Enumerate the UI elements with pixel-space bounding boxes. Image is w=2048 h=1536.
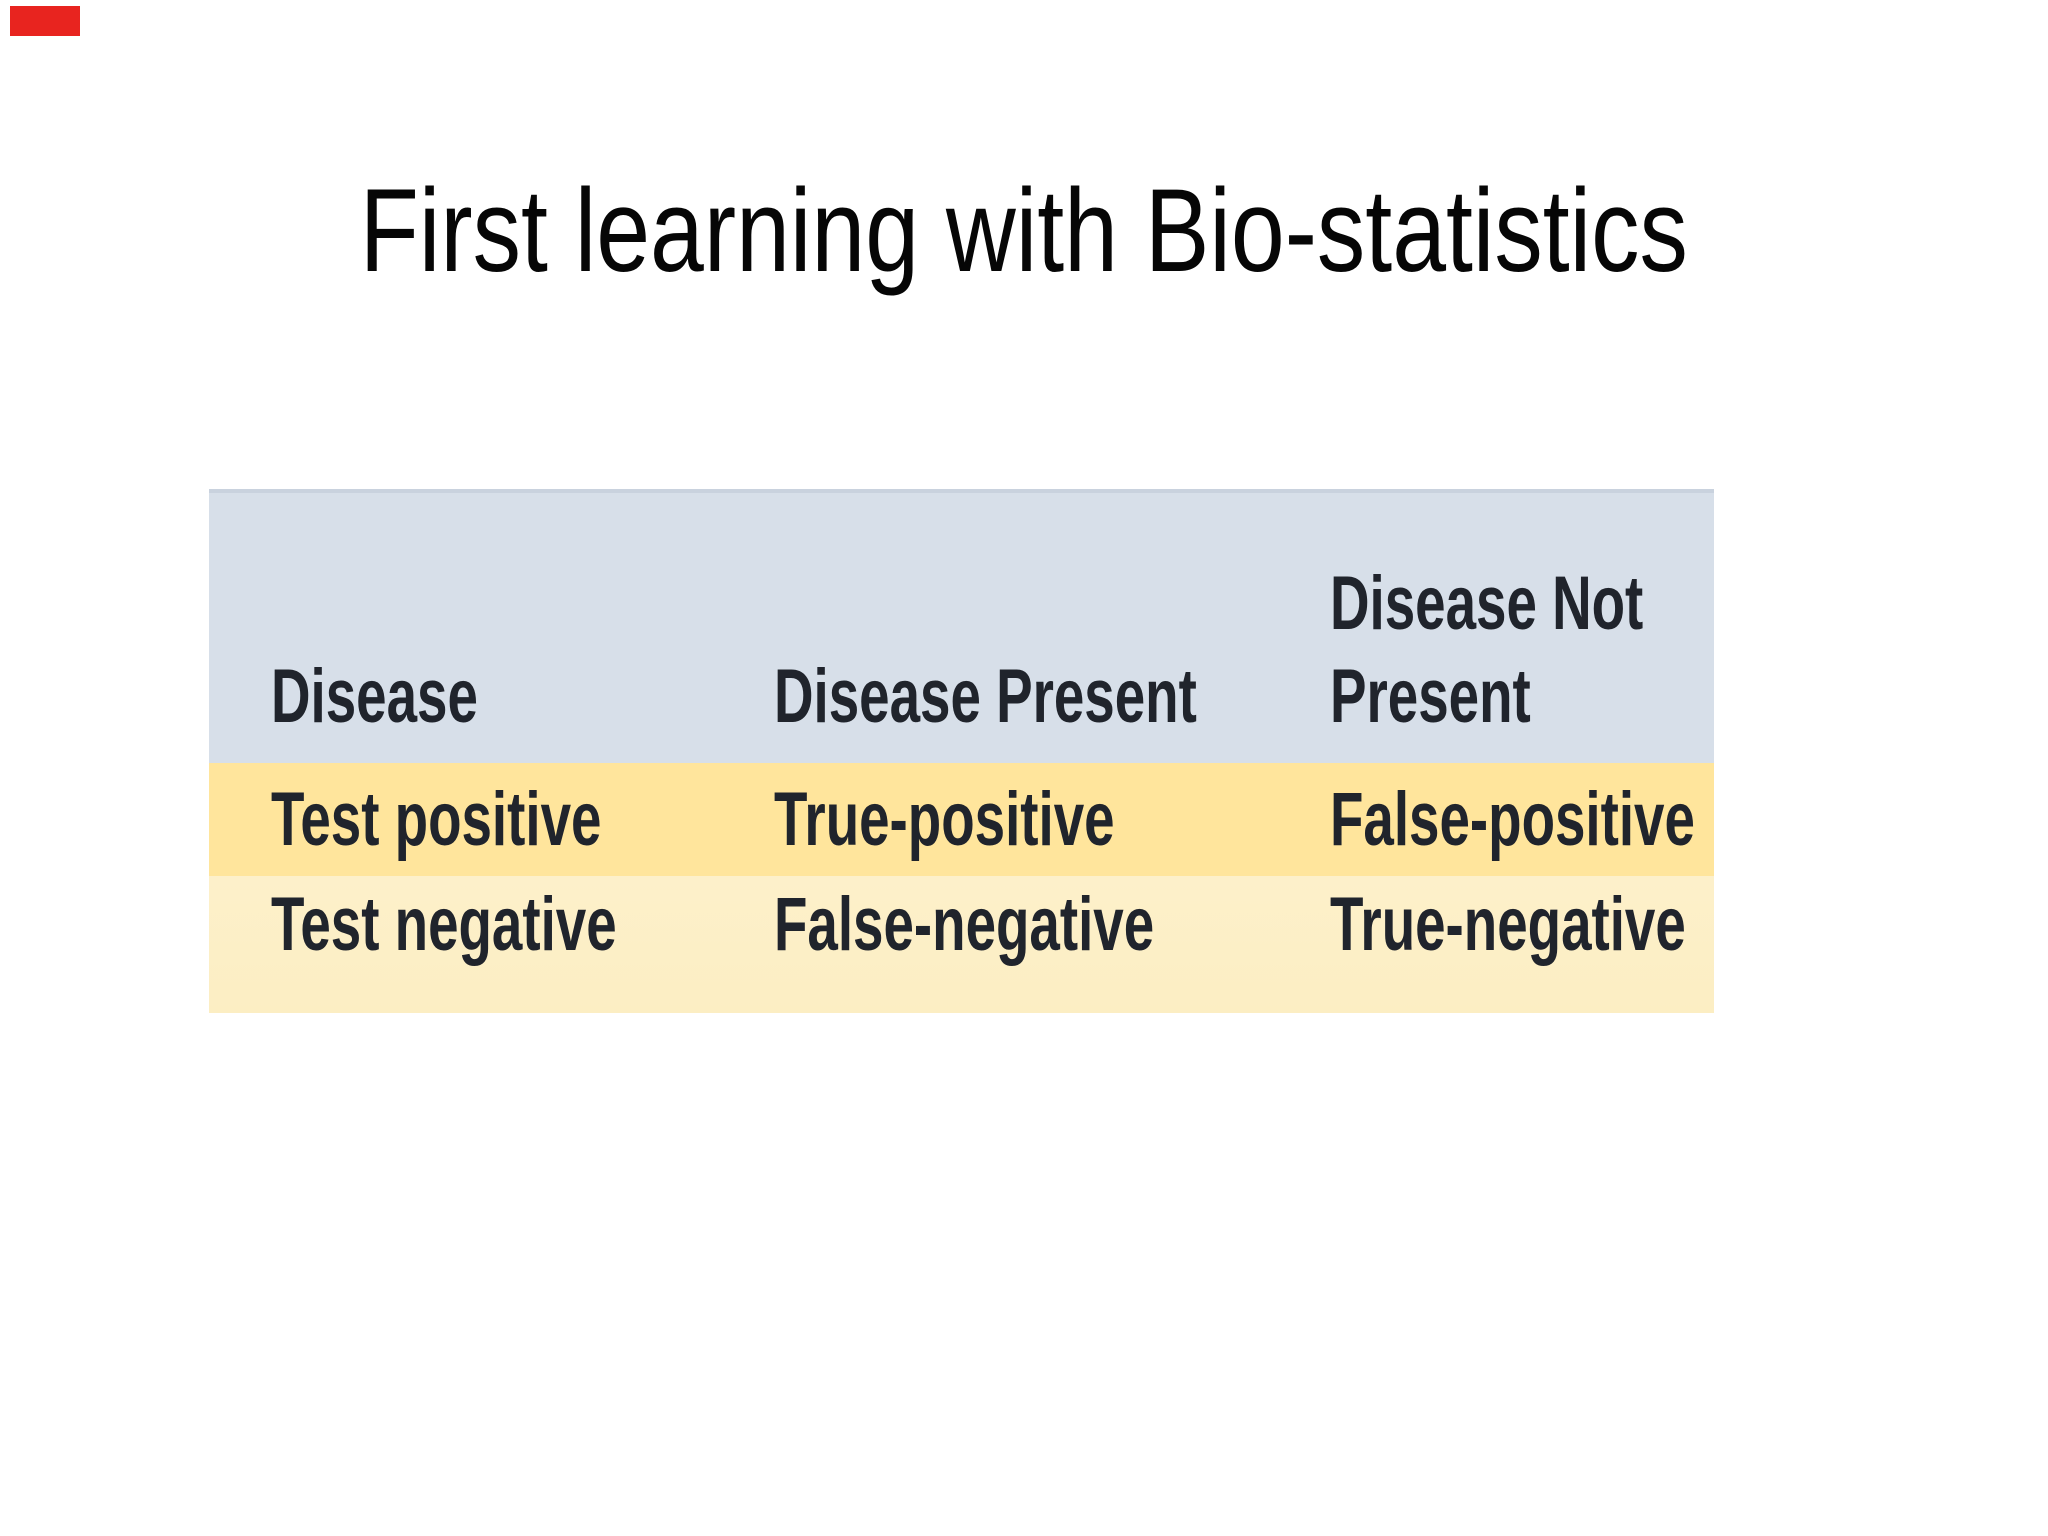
header-cell-disease-not-present: Disease Not Present [1330, 561, 1644, 739]
header-cell-disease: Disease [271, 654, 478, 739]
red-marker-icon [10, 6, 80, 36]
page-title-text: First learning with Bio-statistics [359, 165, 1689, 297]
cell-false-negative: False-negative [774, 882, 1155, 967]
table-row-test-positive: Test positive True-positive False-positi… [209, 763, 1714, 876]
diagnostic-table: Disease Disease Present Disease Not Prese… [209, 489, 1714, 1013]
cell-true-positive: True-positive [774, 777, 1115, 862]
cell-false-positive: False-positive [1330, 777, 1695, 862]
cell-test-negative-label: Test negative [271, 882, 617, 967]
cell-test-positive-label: Test positive [271, 777, 602, 862]
header-cell-disease-present: Disease Present [774, 654, 1197, 739]
table-header-row: Disease Disease Present Disease Not Prese… [209, 489, 1714, 763]
table-row-test-negative: Test negative False-negative True-negati… [209, 876, 1714, 1013]
cell-true-negative: True-negative [1330, 882, 1686, 967]
page-title: First learning with Bio-statistics [0, 172, 2048, 290]
